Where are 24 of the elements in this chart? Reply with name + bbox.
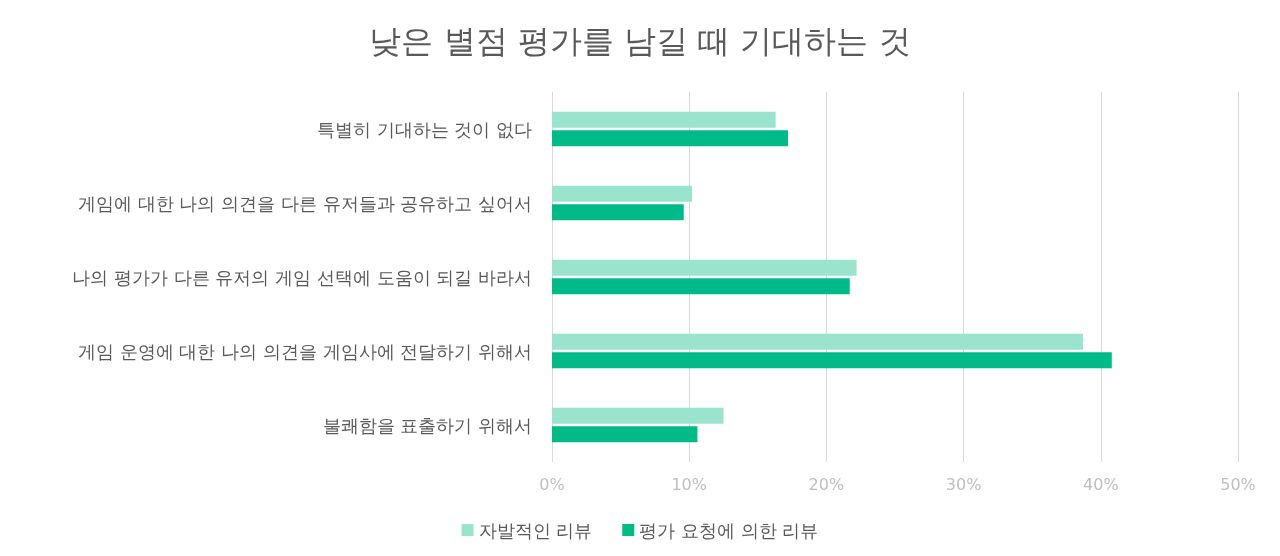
x-tick-label: 20%	[808, 474, 845, 494]
x-tick-label: 40%	[1083, 474, 1119, 494]
y-tick-label: 게임에 대한 나의 의견을 다른 유저들과 공유하고 싶어서	[77, 192, 532, 214]
y-tick-label: 게임 운영에 대한 나의 의견을 게임사에 전달하기 위해서	[77, 340, 532, 362]
y-tick-label: 나의 평가가 다른 유저의 게임 선택에 도움이 되길 바라서	[72, 266, 532, 288]
bar	[552, 259, 857, 276]
bar	[552, 185, 692, 202]
chart-title: 낮은 별점 평가를 남길 때 기대하는 것	[369, 22, 911, 60]
y-tick-label: 특별히 기대하는 것이 없다	[316, 118, 532, 140]
bar	[552, 333, 1083, 350]
bar	[552, 130, 788, 147]
legend-label: 자발적인 리뷰	[478, 519, 593, 541]
bar	[552, 352, 1112, 369]
bar	[552, 111, 776, 128]
bar	[552, 278, 850, 295]
legend-label: 평가 요청에 의한 리뷰	[639, 519, 819, 541]
y-tick-label: 불쾌함을 표출하기 위해서	[322, 414, 532, 436]
bar	[552, 204, 684, 221]
x-tick-label: 10%	[671, 474, 707, 494]
bar	[552, 426, 698, 443]
bar	[552, 407, 724, 424]
x-tick-label: 50%	[1220, 474, 1256, 494]
x-tick-label: 30%	[945, 474, 982, 494]
x-tick-label: 0%	[539, 474, 565, 494]
